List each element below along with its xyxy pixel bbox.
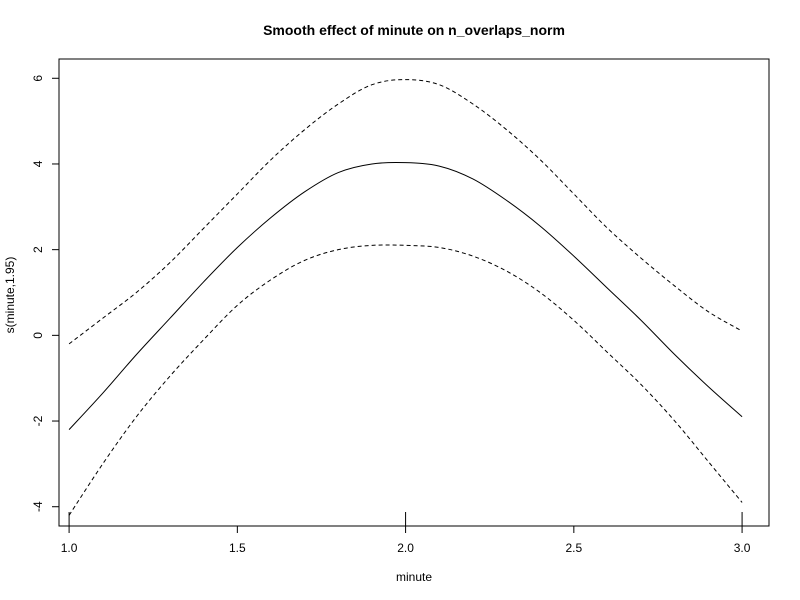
y-tick-label-4: 4: [31, 160, 45, 167]
y-tick-label-2: 0: [31, 332, 45, 339]
rug-marks: [68, 512, 743, 526]
y-axis: -4 -2 0 2 4 6: [31, 75, 59, 512]
y-tick-label-0: -4: [31, 501, 45, 512]
y-tick-label-1: -2: [31, 415, 45, 426]
series-lower-line: [68, 244, 743, 516]
x-axis: 1.0 1.5 2.0 2.5 3.0: [61, 526, 751, 555]
y-tick-label-5: 6: [31, 75, 45, 82]
series-layer: [68, 79, 743, 516]
series-upper-line: [68, 79, 743, 345]
x-axis-label: minute: [396, 570, 432, 584]
x-tick-label-4: 3.0: [734, 541, 751, 555]
x-tick-label-1: 1.5: [229, 541, 246, 555]
x-tick-label-3: 2.5: [565, 541, 582, 555]
series-fit-line: [68, 162, 743, 430]
x-tick-label-2: 2.0: [397, 541, 414, 555]
y-axis-label: s(minute,1.95): [3, 257, 17, 334]
plot-frame: [58, 58, 770, 527]
y-tick-label-3: 2: [31, 246, 45, 253]
chart-title: Smooth effect of minute on n_overlaps_no…: [263, 22, 565, 38]
x-tick-label-0: 1.0: [61, 541, 78, 555]
